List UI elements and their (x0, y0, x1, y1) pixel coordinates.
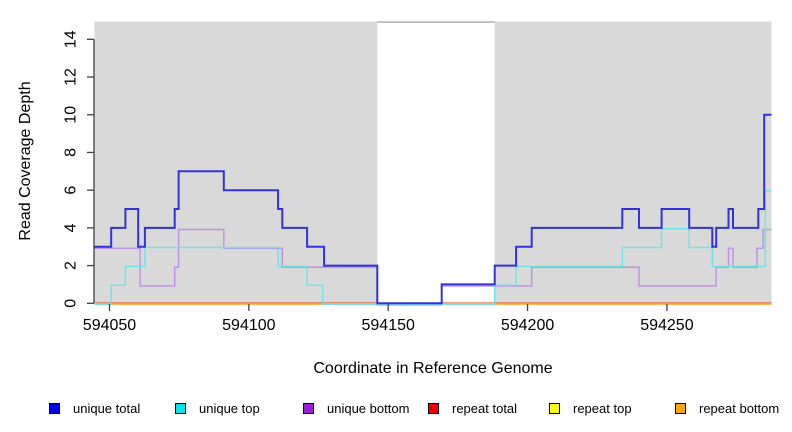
y-tick-label: 8 (63, 148, 80, 157)
legend-swatch-repeat-total (428, 403, 439, 414)
legend-swatch-unique-bottom (303, 403, 314, 414)
legend-item-label: repeat bottom (699, 401, 780, 416)
legend-item-unique-top: unique top (175, 401, 260, 416)
legend-item-label: unique total (73, 401, 141, 416)
x-tick-label: 594200 (501, 317, 554, 334)
legend-item-label: unique bottom (327, 401, 410, 416)
series-line-unique-top (94, 190, 772, 305)
legend-swatch-unique-top (175, 403, 186, 414)
legend-swatch-unique-total (49, 403, 60, 414)
y-tick-label: 4 (63, 223, 80, 232)
legend-item-repeat-top: repeat top (549, 401, 632, 416)
y-tick-label: 2 (63, 261, 80, 270)
legend-item-label: repeat top (573, 401, 632, 416)
y-tick-label: 6 (63, 186, 80, 195)
x-tick-label: 594100 (222, 317, 275, 334)
legend-item-repeat-total: repeat total (428, 401, 517, 416)
x-tick-label: 594050 (83, 317, 136, 334)
legend-item-label: unique top (199, 401, 260, 416)
legend-item-repeat-bottom: repeat bottom (675, 401, 779, 416)
legend-item-unique-total: unique total (49, 401, 140, 416)
y-axis-title: Read Coverage Depth (17, 81, 34, 241)
x-tick-label: 594250 (640, 317, 693, 334)
legend-item-label: repeat total (452, 401, 518, 416)
legend-item-unique-bottom: unique bottom (303, 401, 409, 416)
x-tick-label: 594150 (362, 317, 415, 334)
y-tick-label: 12 (63, 68, 80, 86)
legend-swatch-repeat-bottom (675, 403, 686, 414)
gap-band (377, 22, 495, 304)
y-tick-label: 14 (63, 30, 80, 48)
series-line-unique-total (94, 113, 772, 305)
y-tick-label: 10 (63, 106, 80, 124)
legend-swatch-repeat-top (549, 403, 560, 414)
series-line-unique-bottom (94, 228, 772, 306)
x-axis-title: Coordinate in Reference Genome (313, 360, 553, 377)
y-tick-label: 0 (63, 299, 80, 308)
